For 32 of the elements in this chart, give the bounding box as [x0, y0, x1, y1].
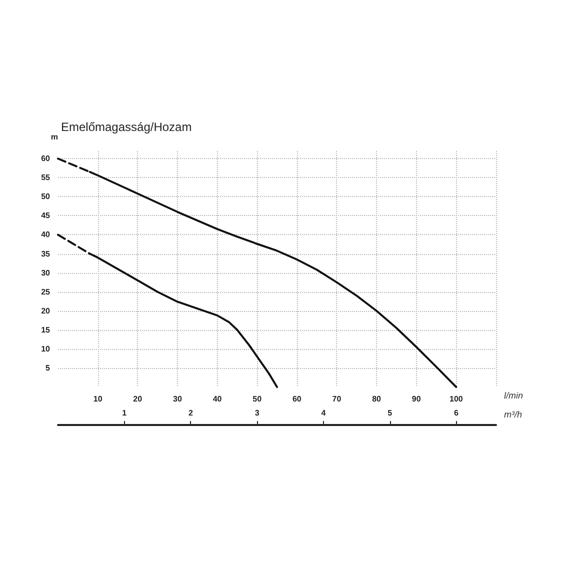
x-tick-label: 40: [212, 394, 222, 404]
x2-tick-label: 6: [454, 408, 459, 418]
y-tick-label: 15: [41, 325, 51, 334]
x-tick-label: 80: [372, 394, 382, 404]
x2-tick-label: 3: [254, 408, 260, 418]
x-tick-label: 30: [173, 394, 182, 404]
y-tick-label: 50: [41, 192, 51, 202]
x2-axis-title: m³/h: [504, 410, 522, 420]
y-tick-label: 60: [41, 154, 51, 164]
x2-tick-label: 4: [321, 408, 326, 418]
y-tick-label: 45: [41, 211, 51, 220]
y-tick-label: 30: [41, 268, 51, 278]
x-axis-title: l/min: [504, 390, 524, 400]
x-tick-label: 70: [332, 394, 342, 404]
x-tick-label: 50: [252, 394, 262, 404]
y-tick-label: 5: [46, 363, 51, 372]
x-tick-label: 10: [93, 394, 103, 404]
y-tick-label: 10: [41, 344, 51, 354]
x-tick-label: 100: [450, 394, 464, 404]
y-tick-label: 20: [41, 306, 51, 316]
y-tick-label: 25: [41, 287, 51, 296]
x-tick-label: 20: [133, 394, 143, 404]
y-tick-label: 40: [41, 230, 51, 240]
y-axis-title: m: [50, 132, 58, 142]
x-tick-label: 60: [292, 394, 302, 404]
y-tick-label: 55: [41, 173, 51, 182]
x2-tick-label: 2: [188, 408, 194, 418]
x-tick-label: 90: [412, 394, 422, 404]
x2-tick-label: 5: [388, 408, 393, 418]
y-tick-label: 35: [41, 249, 51, 258]
x2-tick-label: 1: [122, 408, 128, 418]
chart-title: Emelőmagasság/Hozam: [61, 120, 192, 134]
